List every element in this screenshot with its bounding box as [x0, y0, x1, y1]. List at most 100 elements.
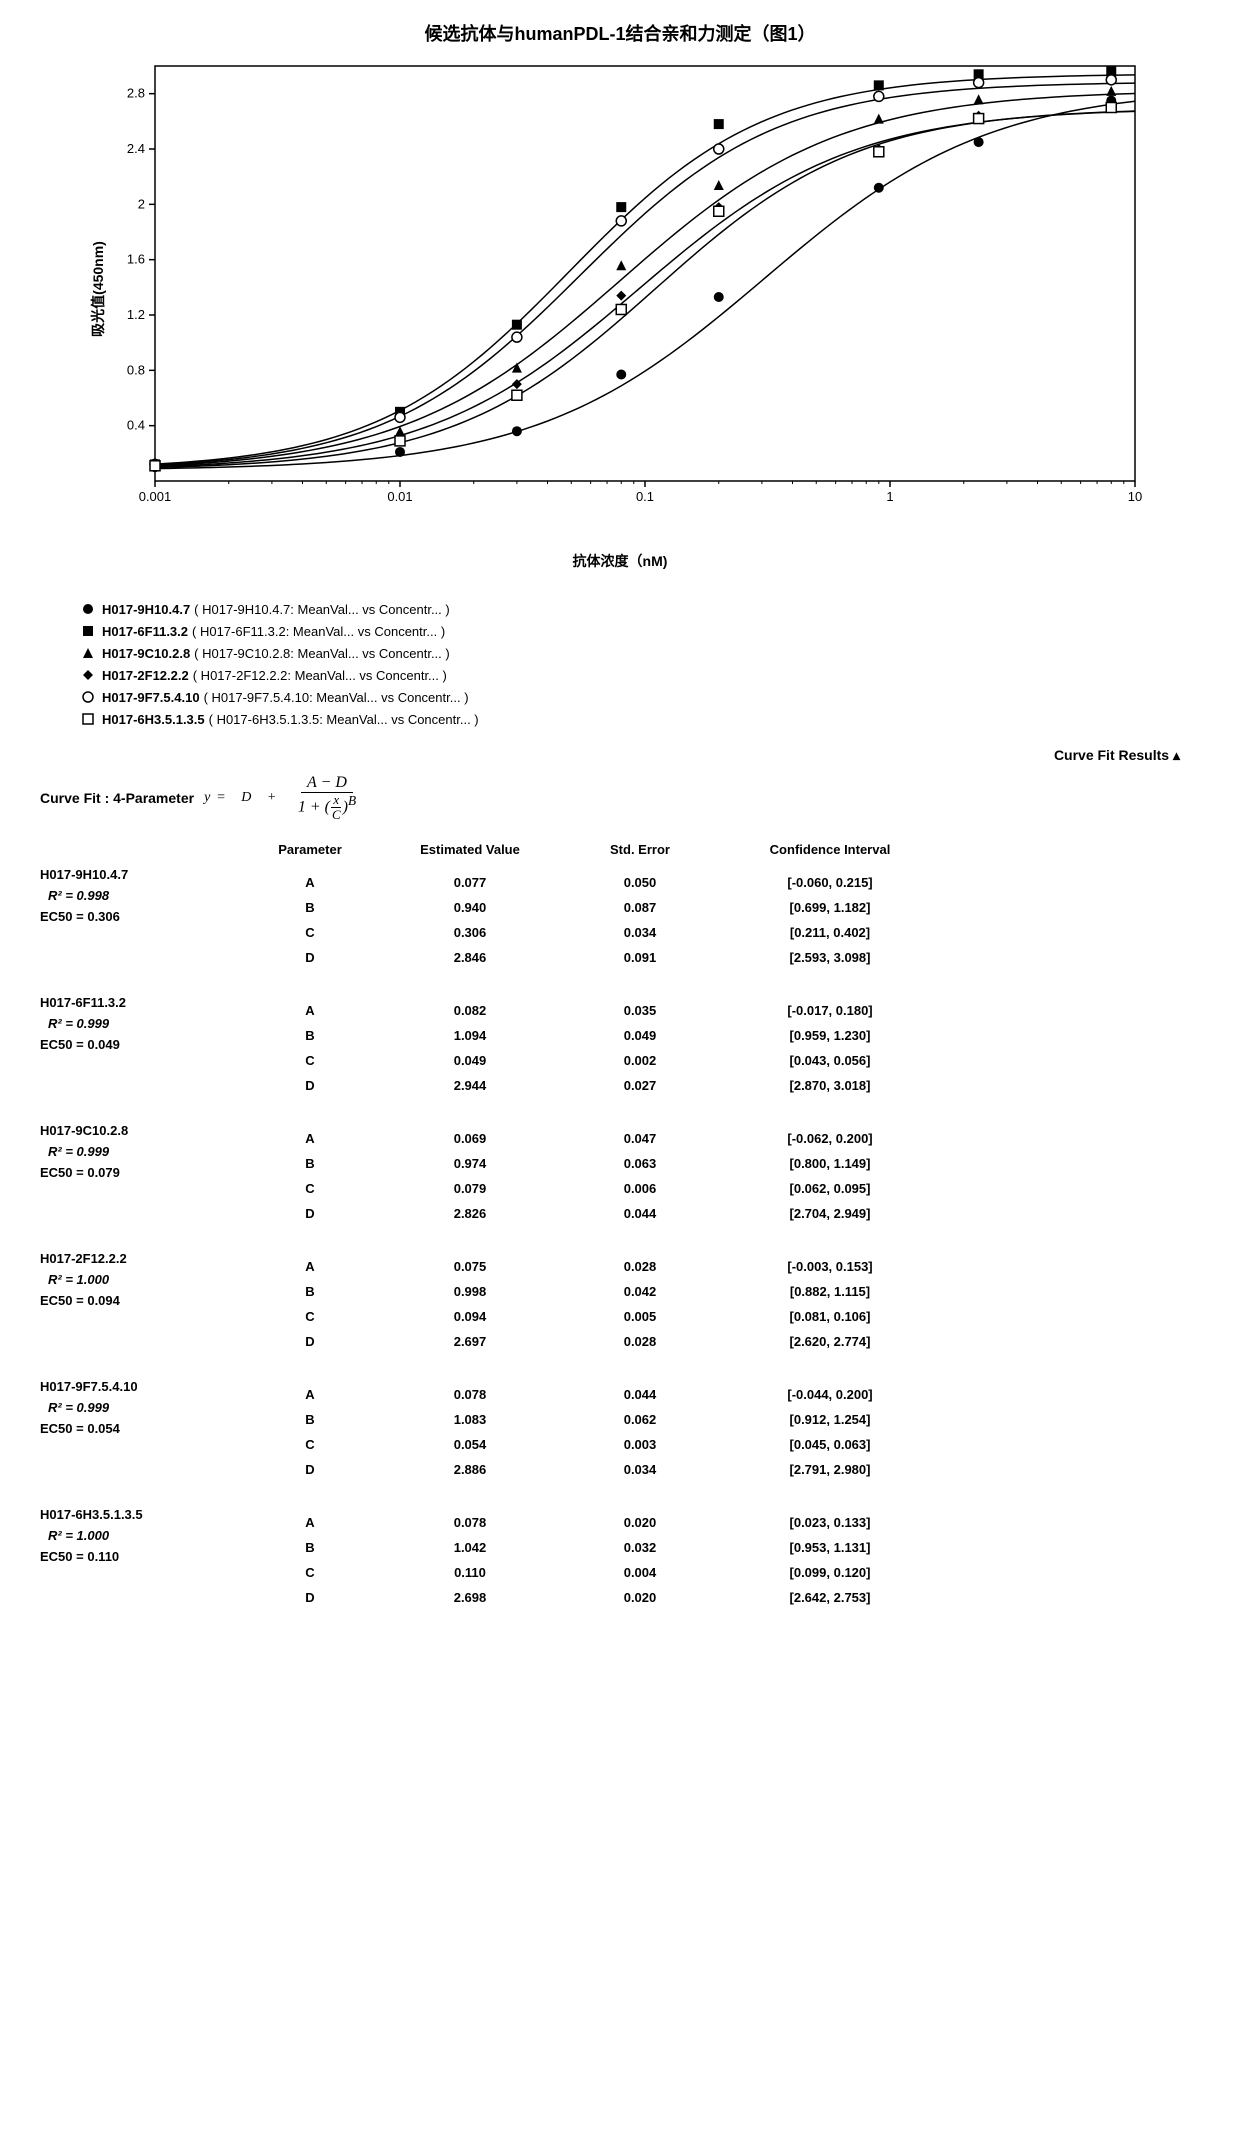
param-cell: 0.069 — [380, 1131, 560, 1146]
group-rows: A0.0750.028[-0.003, 0.153]B0.9980.042[0.… — [240, 1249, 1200, 1359]
formula-y: y — [204, 790, 210, 806]
legend-marker-icon — [80, 645, 96, 661]
param-cell: [0.099, 0.120] — [720, 1565, 940, 1580]
result-group: H017-9C10.2.8R² = 0.999EC50 = 0.079A0.06… — [40, 1121, 1200, 1231]
table-header-cell: Std. Error — [560, 842, 720, 857]
param-cell: [0.045, 0.063] — [720, 1437, 940, 1452]
param-cell: [2.791, 2.980] — [720, 1462, 940, 1477]
param-cell: 0.306 — [380, 925, 560, 940]
svg-text:10: 10 — [1128, 489, 1142, 504]
fit-results-table: ParameterEstimated ValueStd. ErrorConfid… — [40, 842, 1200, 1615]
curve-fit-formula: Curve Fit : 4-Parameter y = D + A − D 1 … — [40, 774, 1200, 822]
param-cell: 1.042 — [380, 1540, 560, 1555]
param-row: C0.0940.005[0.081, 0.106] — [240, 1309, 1200, 1324]
param-row: C0.0790.006[0.062, 0.095] — [240, 1181, 1200, 1196]
group-meta: H017-9H10.4.7R² = 0.998EC50 = 0.306 — [40, 865, 240, 975]
param-cell: [0.882, 1.115] — [720, 1284, 940, 1299]
param-cell: 0.110 — [380, 1565, 560, 1580]
param-cell: B — [240, 1284, 380, 1299]
svg-text:0.8: 0.8 — [127, 362, 145, 377]
param-row: A0.0690.047[-0.062, 0.200] — [240, 1131, 1200, 1146]
legend-series-name: H017-9H10.4.7 — [102, 602, 190, 617]
group-meta: H017-6H3.5.1.3.5R² = 1.000EC50 = 0.110 — [40, 1505, 240, 1615]
param-cell: 0.020 — [560, 1590, 720, 1605]
group-r2: R² = 0.999 — [48, 1142, 240, 1163]
param-cell: B — [240, 1540, 380, 1555]
chart-container: 吸光值(450nm) 0.40.81.21.622.42.80.0010.010… — [100, 56, 1200, 521]
param-cell: [2.620, 2.774] — [720, 1334, 940, 1349]
formula-denominator: 1 + (xC)B — [292, 793, 362, 823]
group-r2: R² = 1.000 — [48, 1270, 240, 1291]
param-cell: 0.091 — [560, 950, 720, 965]
param-cell: 0.006 — [560, 1181, 720, 1196]
param-cell: 1.083 — [380, 1412, 560, 1427]
param-cell: A — [240, 1515, 380, 1530]
legend-item: H017-2F12.2.2 ( H017-2F12.2.2: MeanVal..… — [80, 667, 1200, 683]
svg-text:2.8: 2.8 — [127, 86, 145, 101]
param-cell: A — [240, 1387, 380, 1402]
param-cell: B — [240, 1156, 380, 1171]
param-row: B0.9980.042[0.882, 1.115] — [240, 1284, 1200, 1299]
param-cell: C — [240, 1437, 380, 1452]
param-cell: D — [240, 1078, 380, 1093]
group-r2: R² = 0.998 — [48, 886, 240, 907]
param-cell: 0.062 — [560, 1412, 720, 1427]
table-body: H017-9H10.4.7R² = 0.998EC50 = 0.306 A 0.07… — [40, 865, 1200, 1615]
param-cell: [-0.044, 0.200] — [720, 1387, 940, 1402]
group-ec50: EC50 = 0.049 — [40, 1035, 240, 1056]
param-cell: 0.998 — [380, 1284, 560, 1299]
param-row: B0.9400.087[0.699, 1.182] — [240, 900, 1200, 915]
param-cell: [2.704, 2.949] — [720, 1206, 940, 1221]
legend-series-detail: ( H017-9C10.2.8: MeanVal... vs Concentr.… — [194, 646, 450, 661]
table-header-cell — [40, 842, 240, 857]
param-cell: 0.087 — [560, 900, 720, 915]
svg-text:1.6: 1.6 — [127, 252, 145, 267]
param-row: C0.0540.003[0.045, 0.063] — [240, 1437, 1200, 1452]
param-row: C0.1100.004[0.099, 0.120] — [240, 1565, 1200, 1580]
group-name: H017-9H10.4.7 — [40, 865, 240, 886]
param-cell: C — [240, 1181, 380, 1196]
legend-series-name: H017-9F7.5.4.10 — [102, 690, 200, 705]
result-group: H017-9F7.5.4.10R² = 0.999EC50 = 0.054A 0.… — [40, 1377, 1200, 1487]
param-cell: [2.870, 3.018] — [720, 1078, 940, 1093]
legend-marker-icon — [80, 689, 96, 705]
param-cell: [0.699, 1.182] — [720, 900, 940, 915]
legend-series-name: H017-6H3.5.1.3.5 — [102, 712, 205, 727]
group-ec50: EC50 = 0.110 — [40, 1547, 240, 1568]
group-meta: H017-9C10.2.8R² = 0.999EC50 = 0.079 — [40, 1121, 240, 1231]
svg-text:0.001: 0.001 — [139, 489, 172, 504]
param-cell: 0.082 — [380, 1003, 560, 1018]
group-ec50: EC50 = 0.054 — [40, 1419, 240, 1440]
param-row: B1.0830.062[0.912, 1.254] — [240, 1412, 1200, 1427]
svg-text:2: 2 — [138, 196, 145, 211]
param-row: C0.3060.034[0.211, 0.402] — [240, 925, 1200, 940]
group-rows: A0.0690.047[-0.062, 0.200]B0.9740.063[0.… — [240, 1121, 1200, 1231]
group-meta: H017-2F12.2.2R² = 1.000EC50 = 0.094 — [40, 1249, 240, 1359]
param-row: D2.8860.034[2.791, 2.980] — [240, 1462, 1200, 1477]
param-cell: 0.940 — [380, 900, 560, 915]
table-header-cell: Parameter — [240, 842, 380, 857]
param-cell: B — [240, 1412, 380, 1427]
group-rows: A0.0780.044[-0.044, 0.200]B1.0830.062[0.… — [240, 1377, 1200, 1487]
param-cell: 0.032 — [560, 1540, 720, 1555]
param-cell: 0.075 — [380, 1259, 560, 1274]
param-cell: [-0.003, 0.153] — [720, 1259, 940, 1274]
group-ec50: EC50 = 0.306 — [40, 907, 240, 928]
dose-response-chart: 0.40.81.21.622.42.80.0010.010.1110 — [100, 56, 1150, 516]
param-cell: 2.826 — [380, 1206, 560, 1221]
param-row: D2.6970.028[2.620, 2.774] — [240, 1334, 1200, 1349]
param-cell: [0.959, 1.230] — [720, 1028, 940, 1043]
param-cell: 0.047 — [560, 1131, 720, 1146]
param-cell: [0.062, 0.095] — [720, 1181, 940, 1196]
group-meta: H017-9F7.5.4.10R² = 0.999EC50 = 0.054 — [40, 1377, 240, 1487]
curve-fit-label: Curve Fit : 4-Parameter — [40, 790, 194, 806]
param-cell: 0.002 — [560, 1053, 720, 1068]
curve-fit-results-header: Curve Fit Results ▴ — [40, 747, 1200, 764]
param-cell: 0.044 — [560, 1387, 720, 1402]
param-cell: 0.027 — [560, 1078, 720, 1093]
param-cell: 0.974 — [380, 1156, 560, 1171]
param-row: B1.0420.032[0.953, 1.131] — [240, 1540, 1200, 1555]
param-cell: 0.050 — [560, 875, 720, 890]
result-group: H017-6F11.3.2R² = 0.999EC50 = 0.049A0.08… — [40, 993, 1200, 1103]
param-row: A0.0820.035[-0.017, 0.180] — [240, 1003, 1200, 1018]
